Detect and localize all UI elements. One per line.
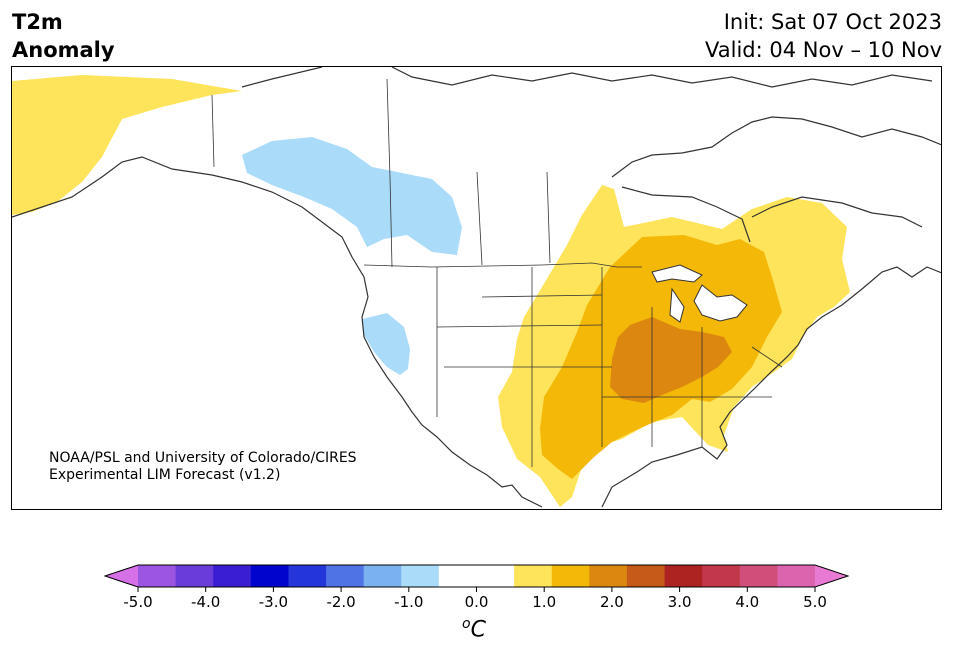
colorbar-cell [175, 565, 214, 587]
colorbar-tick-label: 4.0 [735, 593, 759, 611]
title-line-2: Anomaly [12, 38, 115, 62]
colorbar-cell [326, 565, 365, 587]
colorbar-tick-label: -2.0 [326, 593, 355, 611]
credit-text: NOAA/PSL and University of Colorado/CIRE… [49, 450, 357, 484]
colorbar-cell [213, 565, 252, 587]
colorbar-cell [363, 565, 402, 587]
colorbar-unit: oC [462, 616, 486, 642]
colorbar-cell [777, 565, 816, 587]
valid-range: Valid: 04 Nov – 10 Nov [705, 38, 942, 62]
unit-letter: C [470, 617, 486, 643]
colorbar-cell [288, 565, 327, 587]
unit-degree: o [462, 616, 471, 632]
title-line-1: T2m [12, 10, 63, 34]
colorbar-cell [438, 565, 477, 587]
colorbar-tick-label: -5.0 [123, 593, 152, 611]
colorbar-cell [702, 565, 741, 587]
borders [211, 78, 783, 467]
colorbar-tick-label: 5.0 [803, 593, 827, 611]
coastlines [12, 67, 941, 508]
colorbar-cell [589, 565, 628, 587]
colorbar-cell [739, 565, 778, 587]
anomaly-map [11, 66, 942, 510]
colorbar-tick-label: 1.0 [532, 593, 556, 611]
map-title: T2m Anomaly [12, 8, 115, 64]
colorbar-cell [250, 565, 289, 587]
colorbar-cells [103, 564, 850, 588]
anomaly-west-cool [362, 313, 410, 375]
colorbar-cell [664, 565, 703, 587]
map-svg [12, 67, 941, 508]
colorbar-cell [476, 565, 515, 587]
colorbar-cell [626, 565, 666, 587]
credit-line-1: NOAA/PSL and University of Colorado/CIRE… [49, 450, 357, 466]
colorbar-tick-label: 0.0 [465, 593, 489, 611]
colorbar-cell [401, 565, 440, 587]
colorbar-cell [514, 565, 553, 587]
great-lakes [651, 264, 748, 323]
colorbar-tick-label: -4.0 [191, 593, 220, 611]
colorbar-tick-label: -3.0 [259, 593, 288, 611]
forecast-dates: Init: Sat 07 Oct 2023 Valid: 04 Nov – 10… [705, 8, 942, 64]
colorbar-arrow-high [815, 565, 848, 587]
colorbar-tick-label: 3.0 [668, 593, 692, 611]
colorbar: -5.0 -4.0 -3.0 -2.0 -1.0 0.0 1.0 2.0 3.0 4.0 5.0 [103, 564, 850, 611]
colorbar-tick-label: 2.0 [600, 593, 624, 611]
colorbar-arrow-low [105, 565, 138, 587]
colorbar-tick-label: -1.0 [394, 593, 423, 611]
colorbar-cell [138, 565, 177, 587]
anomaly-east-warm-3 [610, 317, 732, 403]
colorbar-cell [551, 565, 590, 587]
credit-line-2: Experimental LIM Forecast (v1.2) [49, 467, 281, 483]
anomaly-alaska-warm [12, 75, 242, 215]
anomaly-canada-cool [242, 137, 462, 255]
colorbar-ticks: -5.0 -4.0 -3.0 -2.0 -1.0 0.0 1.0 2.0 3.0 4.0 5.0 [123, 587, 827, 611]
init-date: Init: Sat 07 Oct 2023 [723, 10, 942, 34]
